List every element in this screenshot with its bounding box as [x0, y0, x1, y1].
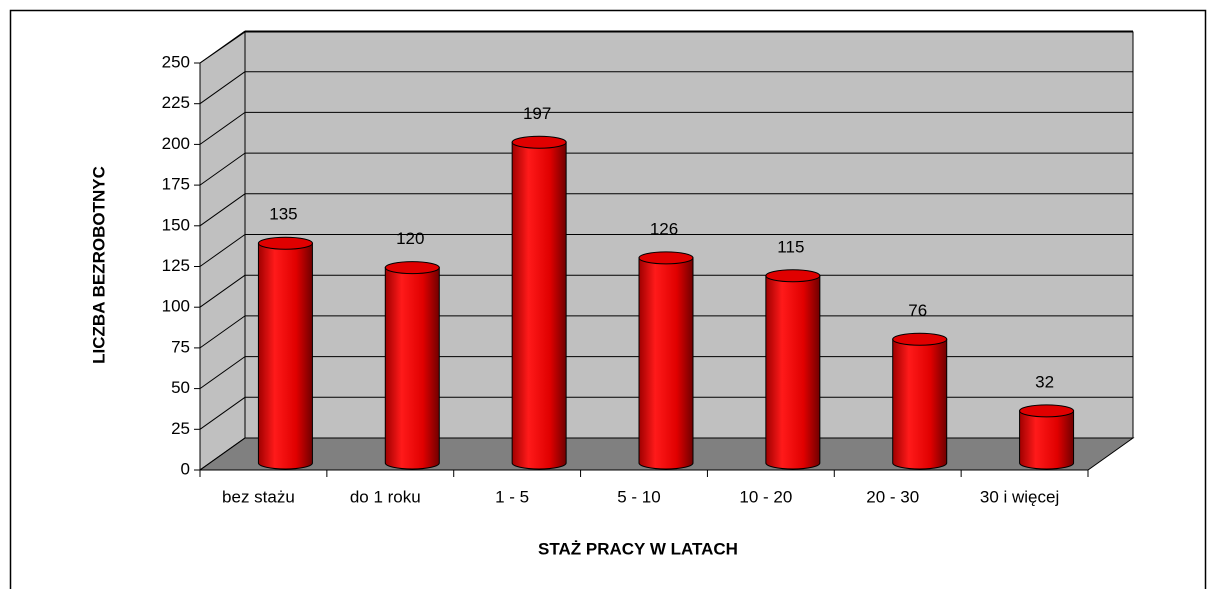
- bar: [892, 332, 948, 470]
- bar-top: [765, 269, 821, 283]
- y-tick-label: 250: [162, 52, 190, 71]
- y-axis-title: LICZBA BEZROBOTNYC: [89, 166, 108, 364]
- grid-line: [199, 356, 246, 390]
- bar: [384, 261, 440, 470]
- bar-top: [892, 332, 948, 346]
- grid-line: [199, 315, 246, 349]
- bar-body: [384, 267, 440, 470]
- bar: [511, 135, 567, 470]
- data-label: 76: [908, 301, 927, 320]
- x-tick-label: 1 - 5: [495, 487, 529, 506]
- data-label: 126: [650, 219, 678, 238]
- bar-top: [638, 251, 694, 265]
- data-label: 32: [1035, 372, 1054, 391]
- grid-line: [199, 396, 246, 430]
- y-tick-label: 25: [171, 419, 190, 438]
- y-tick-label: 225: [162, 93, 190, 112]
- y-tick-label: 100: [162, 297, 190, 316]
- x-tick-label: 10 - 20: [739, 487, 792, 506]
- y-tick-label: 200: [162, 134, 190, 153]
- y-tick-label: 50: [171, 378, 190, 397]
- bar-body: [892, 338, 948, 470]
- bar: [765, 269, 821, 470]
- bar: [257, 236, 313, 470]
- bar: [1019, 404, 1075, 470]
- grid-line: [199, 437, 246, 471]
- y-tick-label: 0: [181, 459, 190, 478]
- data-label: 135: [269, 205, 297, 224]
- grid-line: [199, 71, 246, 105]
- y-tick-label: 175: [162, 175, 190, 194]
- bars: [257, 135, 1075, 470]
- x-tick-label: bez stażu: [222, 487, 295, 506]
- bar-body: [511, 141, 567, 470]
- bar-body: [257, 242, 313, 470]
- x-tick-label: do 1 roku: [350, 487, 421, 506]
- grid-line: [199, 30, 246, 64]
- grid-line: [199, 234, 246, 267]
- y-tick-label: 125: [162, 256, 190, 275]
- grid-line: [199, 193, 246, 227]
- data-label: 120: [396, 229, 424, 248]
- x-tick-label: 30 i więcej: [980, 487, 1059, 506]
- bar: [638, 251, 694, 470]
- bar-top: [511, 135, 567, 149]
- data-label: 115: [777, 237, 804, 256]
- grid-line: [199, 274, 246, 308]
- grid-line: [199, 111, 246, 145]
- bar-body: [1019, 410, 1075, 470]
- x-tick-label: 20 - 30: [866, 487, 919, 506]
- bar-body: [638, 257, 694, 470]
- bar-top: [1019, 404, 1075, 418]
- data-label: 197: [523, 104, 551, 123]
- x-axis-title: STAŻ PRACY W LATACH: [538, 539, 738, 558]
- bar-top: [257, 236, 313, 250]
- bar-body: [765, 275, 821, 470]
- x-tick-label: 5 - 10: [617, 487, 660, 506]
- grid-line: [199, 152, 246, 186]
- y-tick-label: 75: [171, 337, 190, 356]
- bar-top: [384, 261, 440, 275]
- y-tick-label: 150: [162, 215, 190, 234]
